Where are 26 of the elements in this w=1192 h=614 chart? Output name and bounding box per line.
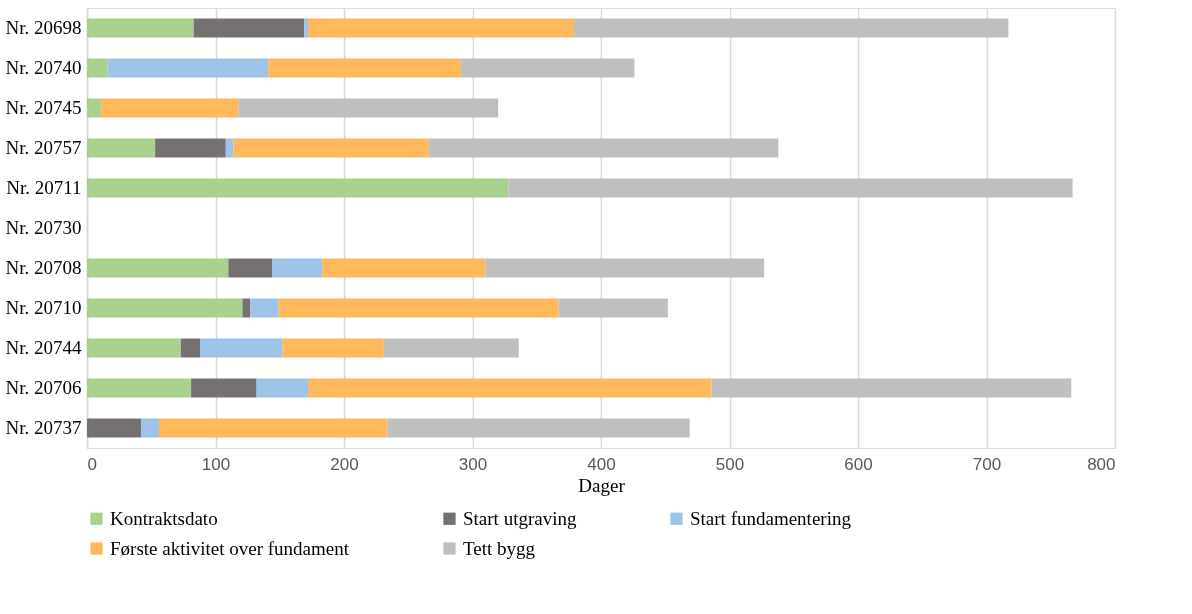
y-tick-label: Nr. 20706 — [5, 377, 82, 398]
x-tick-label: 300 — [458, 454, 488, 474]
y-tick-label: Nr. 20757 — [5, 137, 82, 158]
y-tick-label: Nr. 20744 — [5, 337, 82, 358]
x-tick-label: 0 — [87, 454, 97, 474]
legend-label: Kontraktsdato — [110, 507, 218, 529]
legend-label: Start fundamentering — [690, 507, 852, 529]
y-tick-label: Nr. 20737 — [5, 417, 82, 438]
x-tick-label: 400 — [587, 454, 616, 474]
x-tick-label: 700 — [972, 454, 1002, 474]
x-tick-label: 800 — [1087, 454, 1116, 474]
x-tick-label: 100 — [201, 454, 231, 474]
y-tick-label: Nr. 20711 — [6, 177, 82, 198]
x-tick-label: 600 — [844, 454, 873, 474]
legend-label: Start utgraving — [463, 507, 577, 529]
x-tick-label: 200 — [330, 454, 359, 474]
y-tick-label: Nr. 20740 — [5, 57, 82, 78]
y-tick-label: Nr. 20710 — [5, 297, 82, 318]
y-tick-label: Nr. 20698 — [5, 17, 82, 38]
x-tick-label: 500 — [715, 454, 745, 474]
legend-label: Tett bygg — [463, 537, 536, 559]
y-tick-label: Nr. 20730 — [5, 217, 82, 238]
y-tick-label: Nr. 20708 — [5, 257, 82, 278]
legend-label: Første aktivitet over fundament — [110, 537, 350, 559]
y-tick-label: Nr. 20745 — [5, 97, 82, 118]
x-axis-title: Dager — [578, 474, 626, 496]
